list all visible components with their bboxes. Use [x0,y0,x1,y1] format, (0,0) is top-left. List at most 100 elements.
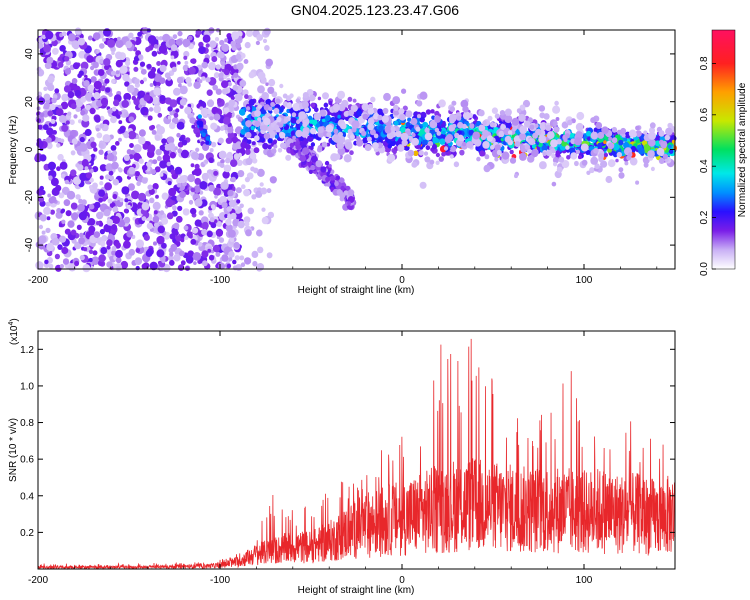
spectrogram-cell [262,142,269,150]
spectrogram-cell [324,114,331,122]
spectrogram-cell [64,228,71,235]
spectrogram-cell [239,203,244,209]
spectrogram-cell [201,217,206,222]
spectrogram-cell [47,193,52,198]
spectrogram-cell [161,192,169,200]
spectrogram-cell [351,120,360,129]
spectrogram-cell [275,98,281,104]
spectrogram-cell [552,120,558,127]
spectrogram-cell [338,103,346,112]
spectrogram-cell [519,132,526,141]
spectrogram-cell [607,159,616,168]
spectrogram-cell [51,97,57,104]
spectrogram-cell [125,40,133,49]
snr-y-tick-label: 1.2 [20,345,34,356]
colorbar: 0.00.20.40.60.8 Normalized spectral ampl… [699,29,748,276]
spectrogram-cell [408,135,413,141]
spectrogram-cell [208,184,215,192]
spectrogram-cell [190,207,197,215]
spectrogram-cell [139,61,146,67]
spectrogram-cell [43,93,51,101]
spectrogram-cell [39,214,47,222]
spectrogram-cell [441,151,446,157]
spectrogram-cell [170,55,175,60]
spectrogram-cell [254,120,261,128]
spectrogram-cell [539,112,546,119]
spectrogram-cell [420,111,427,119]
spectrogram-cell [578,155,582,160]
spectrogram-cell [494,144,501,151]
spectrogram-cell [290,117,298,124]
spectrogram-cell [103,209,111,217]
spectrogram-cell [174,166,183,175]
spectrogram-cell [338,135,346,144]
spectrogram-cell [308,169,313,174]
spectrogram-cell [628,152,633,158]
spectrogram-cell [118,168,123,173]
colorbar-tick-label: 0.4 [699,159,710,173]
spectrogram-x-axis-label: Height of straight line (km) [298,285,415,296]
spectrogram-cell [472,114,477,119]
spectrogram-cell [123,92,132,102]
spectrogram-cell [315,160,323,168]
spectrogram-cell [144,111,148,116]
spectrogram-cell [552,105,561,114]
spectrogram-cell [104,78,110,84]
spectrogram-cell [466,141,474,149]
spectrogram-cell [46,242,54,252]
spectrogram-cell [62,31,67,37]
spectrogram-cell [399,113,406,121]
spectrogram-cell [150,124,156,130]
spectrogram-cell [356,139,364,147]
spectrogram-cell [222,170,230,179]
spectrogram-cell [527,155,535,163]
spectrogram-cell [407,117,412,122]
spectrogram-cell [94,201,101,209]
spectrogram-cell [133,55,140,62]
spectrogram-cell [98,189,106,197]
spectrogram-cell [159,77,166,84]
spectrogram-cell [574,137,582,146]
spectrogram-cell [192,252,202,261]
spectrogram-cell [228,251,235,258]
spectrogram-cell [147,184,153,191]
spectrogram-cell [377,114,383,121]
spectrogram-cell [45,30,54,40]
spectrogram-cell [60,101,69,110]
spectrogram-cell [163,149,170,156]
spectrogram-cell [149,197,155,204]
snr-y-tick-label: 0.8 [20,418,34,429]
spectrogram-cell [198,210,204,216]
spectrogram-cell [186,231,193,238]
spectrogram-cell [567,119,573,126]
spectrogram-cell [215,251,221,257]
colorbar-ticks: 0.00.20.40.60.8 [699,56,716,276]
spectrogram-cell [184,106,192,115]
spectrogram-cell [223,116,231,125]
spectrogram-cell [195,147,200,152]
spectrogram-cell [233,153,240,160]
snr-y-tick-label: 1.0 [20,381,34,392]
spectrogram-cell [141,177,148,184]
spectrogram-cell [302,121,308,128]
spectrogram-cell [459,149,465,156]
spectrogram-cell [189,117,196,124]
spectrogram-cell [415,126,421,132]
spectrogram-cell [251,250,259,258]
spectrogram-cell [169,252,174,257]
spectrogram-x-tick-label: -100 [210,275,230,286]
spectrogram-cell [128,166,136,175]
spectrogram-cell [482,141,490,149]
spectrogram-cell [123,208,129,214]
spectrogram-cell [405,110,413,118]
spectrogram-cell [251,141,256,146]
spectrogram-cell [213,170,219,176]
spectrogram-cell [367,117,375,125]
spectrogram-cell [208,254,215,261]
spectrogram-cell [169,259,175,266]
snr-panel: -200 -100 0 100 0.20.40.60.81.01.2 Height o… [8,318,676,596]
spectrogram-cell [89,177,94,183]
spectrogram-cell [489,121,495,128]
spectrogram-cell [159,144,165,151]
